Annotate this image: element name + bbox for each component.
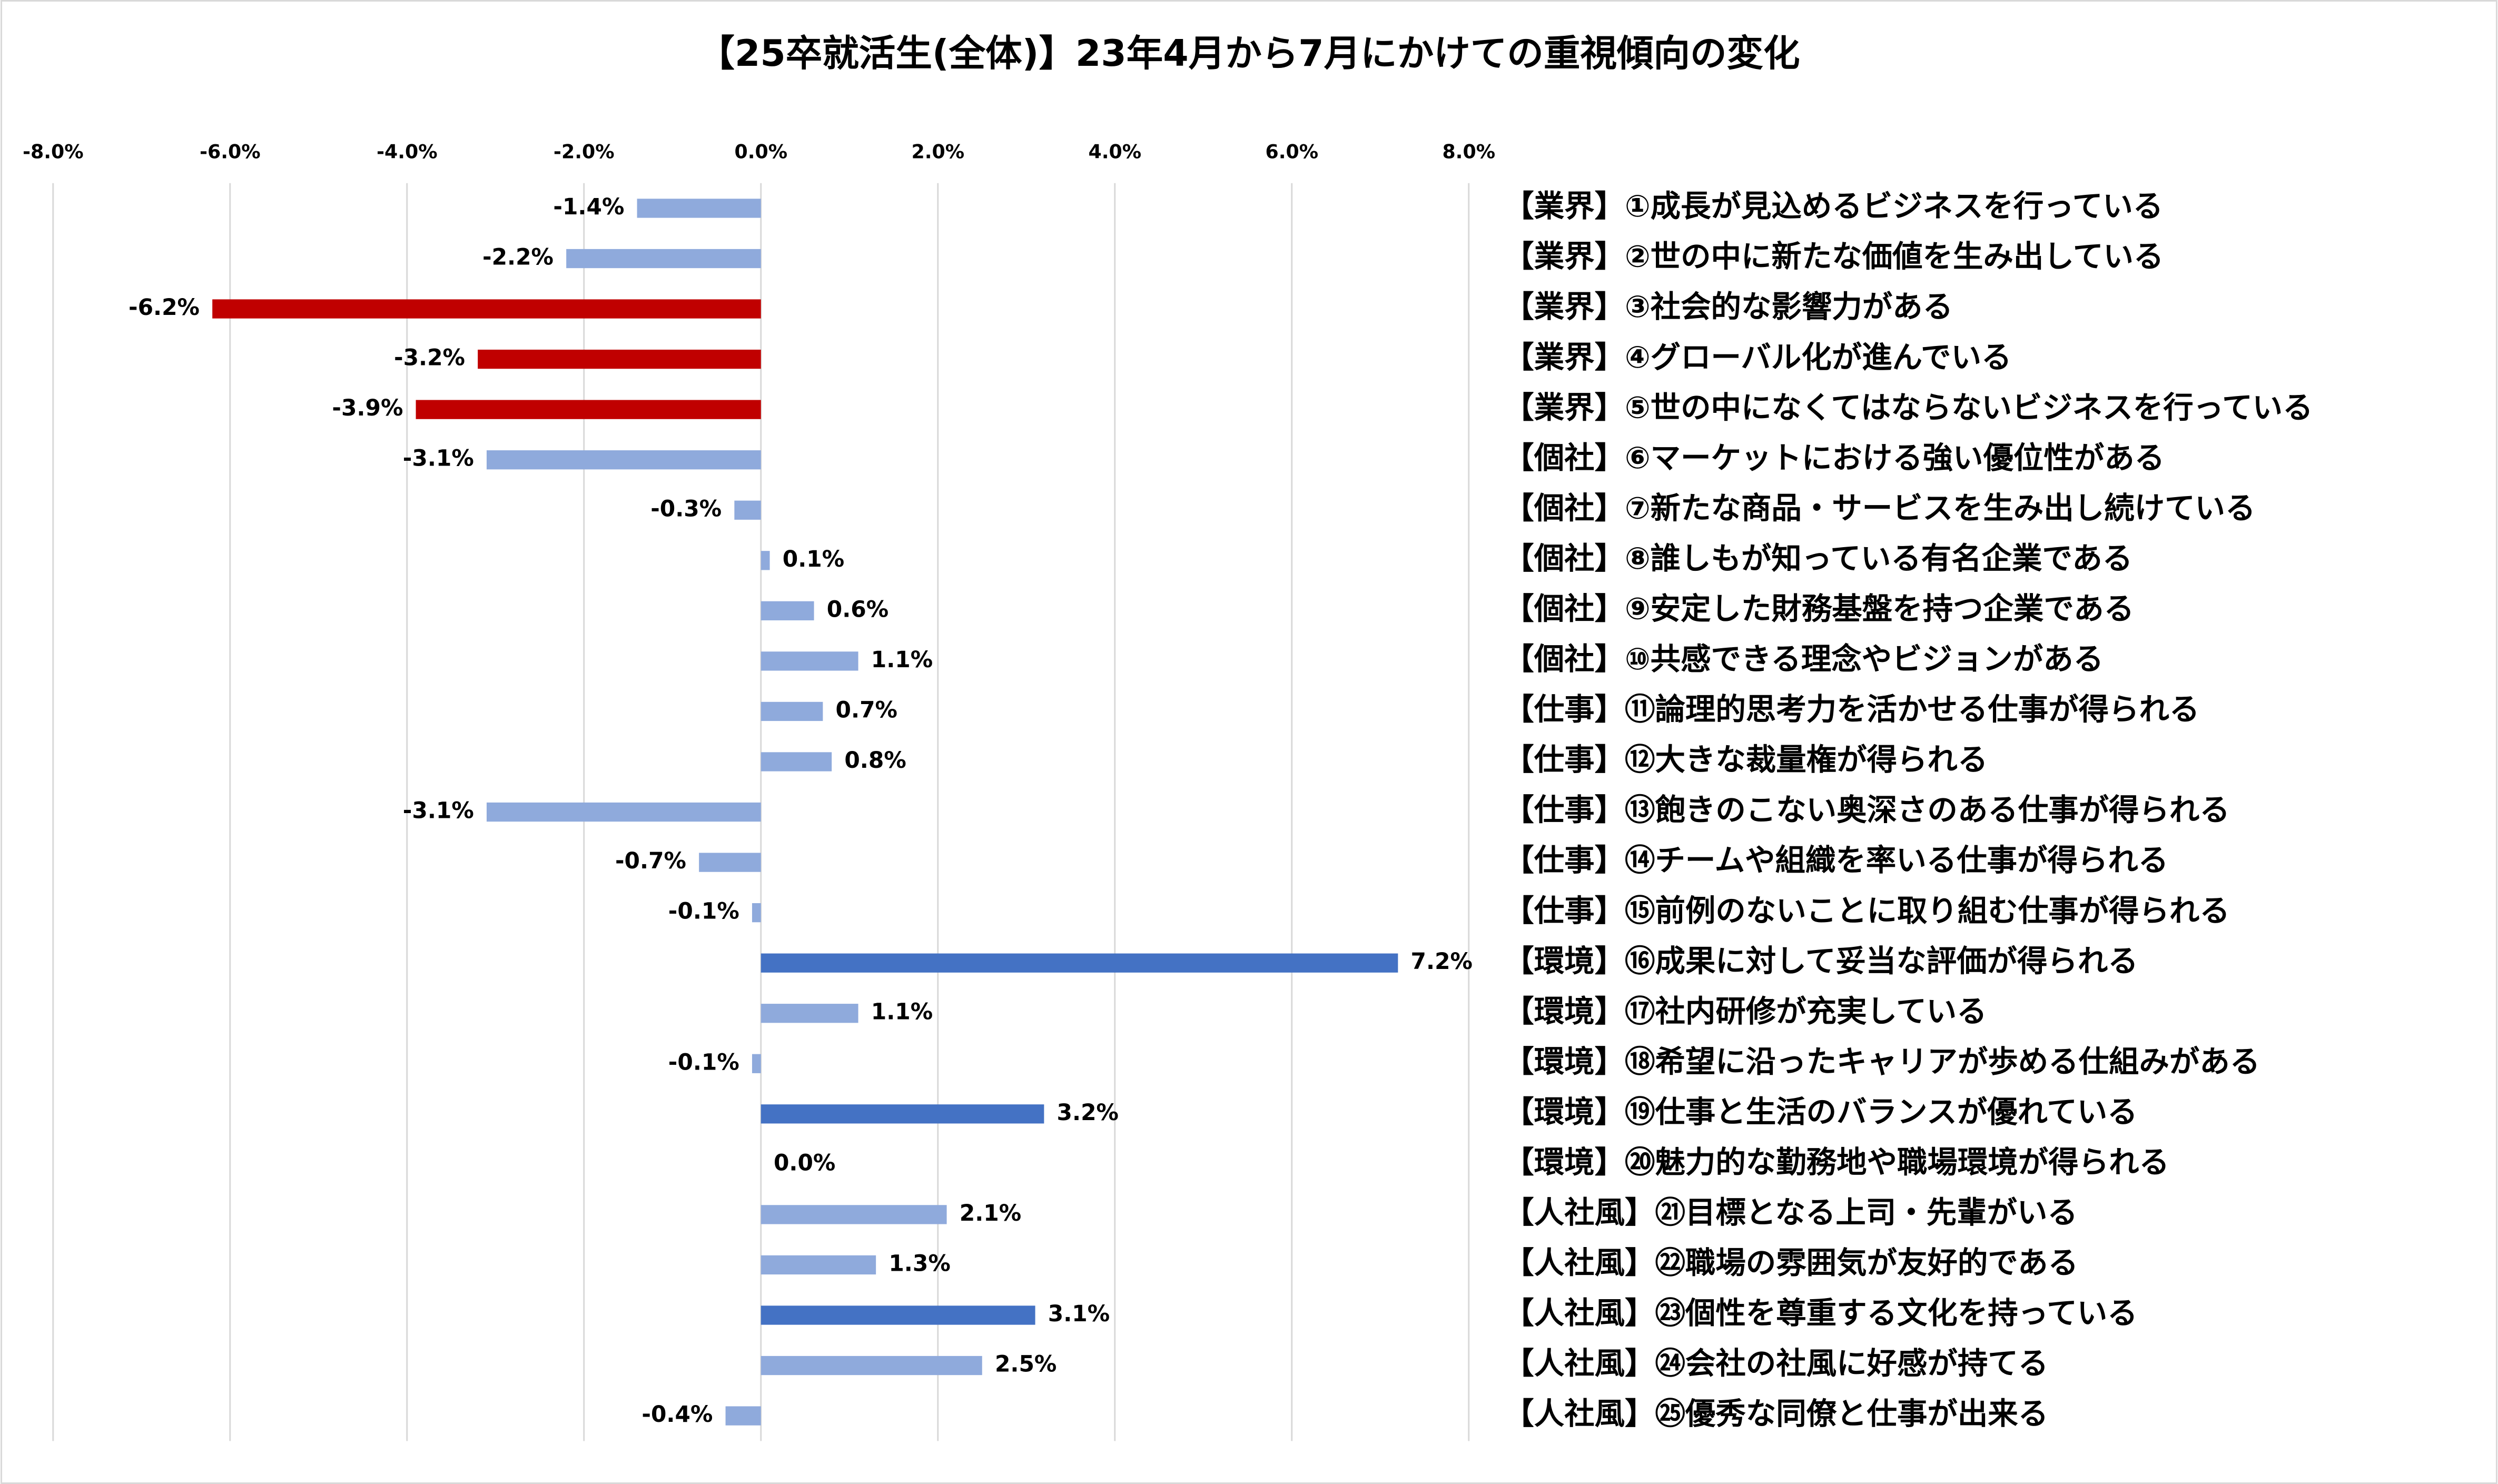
category-label: 【仕事】⑫大きな裁量権が得られる (1504, 742, 1988, 777)
bar (761, 1104, 1044, 1124)
value-label: 3.2% (1057, 1100, 1119, 1125)
value-label: 1.1% (871, 647, 933, 672)
category-label: 【個社】⑨安定した財務基盤を持つ企業である (1504, 591, 2134, 626)
bar (478, 349, 761, 369)
category-label: 【人社風】㉑目標となる上司・先輩がいる (1504, 1195, 2078, 1230)
bar (486, 450, 761, 470)
bar (761, 1305, 1035, 1325)
value-label: 0.0% (774, 1150, 835, 1175)
chart-title: 【25卒就活生(全体)】23年4月から7月にかけての重視傾向の変化 (698, 32, 1800, 75)
x-tick-label: 0.0% (734, 140, 787, 163)
category-label: 【個社】⑧誰しもが知っている有名企業である (1504, 541, 2132, 576)
value-label: -3.1% (403, 446, 474, 471)
value-label: -0.1% (668, 1049, 739, 1075)
category-label: 【仕事】⑭チームや組織を率いる仕事が得られる (1504, 843, 2168, 878)
x-tick-label: -2.0% (554, 140, 615, 163)
bar (761, 601, 814, 620)
category-label: 【人社風】㉒職場の雰囲気が友好的である (1504, 1245, 2078, 1281)
category-label: 【個社】⑥マーケットにおける強い優位性がある (1504, 440, 2165, 476)
value-label: -2.2% (482, 244, 554, 270)
bar (761, 651, 858, 671)
category-label: 【個社】⑦新たな商品・サービスを生み出し続けている (1504, 490, 2255, 526)
bar (761, 1255, 876, 1275)
bar (725, 1406, 761, 1426)
bar (566, 249, 761, 269)
bar (699, 853, 761, 872)
category-label: 【業界】②世の中に新たな価値を生み出している (1504, 239, 2164, 274)
category-label: 【人社風】㉕優秀な同僚と仕事が出来る (1504, 1396, 2048, 1431)
value-label: -3.1% (403, 798, 474, 824)
value-label: -3.9% (332, 395, 403, 421)
value-label: -1.4% (553, 194, 624, 220)
category-label: 【環境】⑳魅力的な勤務地や職場環境が得られる (1504, 1144, 2169, 1180)
category-label: 【仕事】⑪論理的思考力を活かせる仕事が得られる (1504, 692, 2199, 727)
bar (761, 551, 770, 570)
x-tick-label: 2.0% (911, 140, 964, 163)
value-label: 0.7% (836, 697, 897, 723)
bar (212, 299, 761, 319)
category-label: 【環境】⑯成果に対して妥当な評価が得られる (1504, 943, 2138, 978)
x-tick-label: -4.0% (377, 140, 438, 163)
x-tick-label: -8.0% (23, 140, 84, 163)
value-label: 3.1% (1048, 1301, 1110, 1327)
value-label: 0.1% (783, 546, 844, 572)
bar (637, 199, 761, 218)
bar (752, 1054, 761, 1073)
category-label: 【業界】⑤世の中になくてはならないビジネスを行っている (1504, 390, 2313, 425)
bar (486, 802, 761, 822)
category-label: 【仕事】⑮前例のないことに取り組む仕事が得られる (1504, 893, 2230, 928)
x-tick-label: -6.0% (200, 140, 261, 163)
value-label: -0.4% (641, 1401, 713, 1427)
bar (761, 1356, 982, 1376)
value-label: 1.3% (888, 1250, 950, 1276)
value-label: 7.2% (1411, 948, 1473, 974)
bar (761, 953, 1398, 973)
category-label: 【人社風】㉔会社の社風に好感が持てる (1504, 1346, 2048, 1381)
bar (734, 500, 761, 520)
bar (761, 1205, 947, 1224)
bar (752, 903, 761, 923)
category-label: 【人社風】㉓個性を尊重する文化を持っている (1504, 1295, 2137, 1331)
x-tick-label: 6.0% (1265, 140, 1318, 163)
bar (761, 752, 832, 771)
category-label: 【業界】①成長が見込めるビジネスを行っている (1504, 189, 2163, 224)
value-label: -3.2% (394, 345, 465, 371)
category-label: 【仕事】⑬飽きのこない奥深さのある仕事が得られる (1504, 793, 2230, 828)
value-label: -0.1% (668, 898, 739, 924)
category-label: 【環境】⑰社内研修が充実している (1504, 994, 1987, 1029)
category-label: 【環境】⑱希望に沿ったキャリアが歩める仕組みがある (1504, 1044, 2260, 1079)
value-label: 0.8% (844, 747, 906, 773)
value-label: -0.7% (615, 848, 686, 874)
bar (416, 400, 761, 419)
bar (761, 701, 823, 721)
value-label: -0.3% (650, 496, 722, 521)
value-label: -6.2% (129, 294, 200, 320)
value-label: 2.1% (960, 1200, 1021, 1226)
category-label: 【環境】⑲仕事と生活のバランスが優れている (1504, 1094, 2137, 1130)
category-label: 【業界】④グローバル化が進んでいる (1504, 340, 2011, 375)
value-label: 0.6% (827, 596, 888, 622)
x-tick-label: 8.0% (1442, 140, 1495, 163)
value-label: 1.1% (871, 999, 933, 1025)
category-label: 【業界】③社会的な影響力がある (1504, 289, 1953, 324)
value-label: 2.5% (995, 1351, 1057, 1377)
category-label: 【個社】⑩共感できる理念やビジョンがある (1504, 641, 2104, 677)
bar (761, 1004, 858, 1023)
x-tick-label: 4.0% (1088, 140, 1141, 163)
